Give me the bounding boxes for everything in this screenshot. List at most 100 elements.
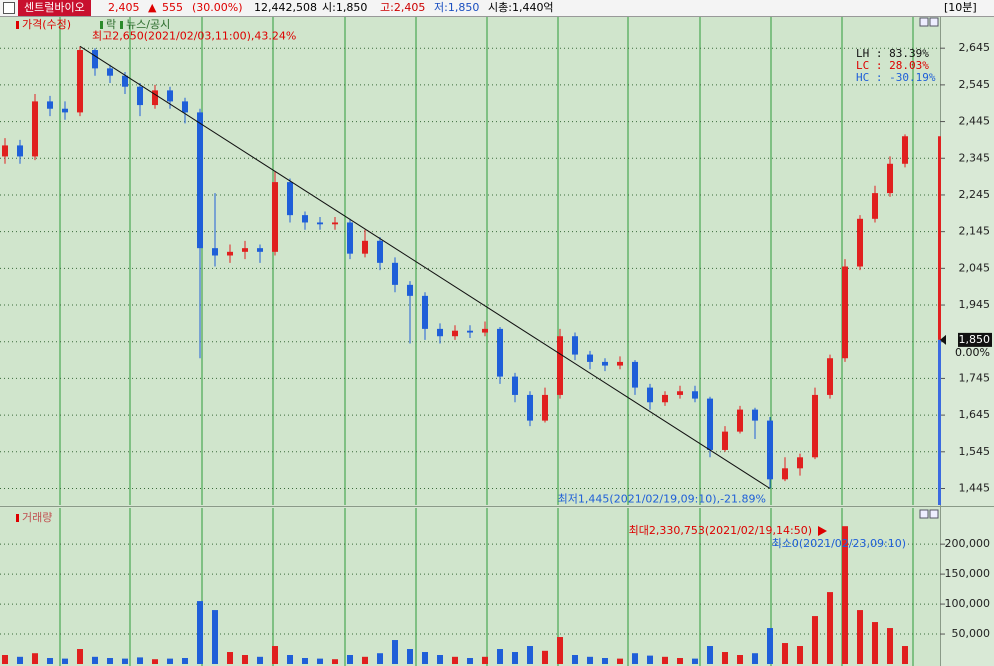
volume-bar xyxy=(872,622,878,664)
panel-button xyxy=(929,509,939,519)
candle-body xyxy=(377,240,383,263)
chart: 1,4451,5451,6451,7451,8451,9452,0452,145… xyxy=(0,17,994,666)
panel-button xyxy=(919,17,929,27)
candle-body xyxy=(722,431,728,450)
candle-body xyxy=(302,215,308,223)
volume-bar xyxy=(242,655,248,664)
volume-bar xyxy=(77,649,83,664)
y-tick-label: 1,445 xyxy=(959,481,991,494)
volume-bar xyxy=(167,658,173,664)
candle-body xyxy=(482,328,488,333)
volume-bar xyxy=(92,656,98,664)
volume-bar xyxy=(32,653,38,664)
candle-body xyxy=(782,468,788,480)
candle-body xyxy=(242,248,248,252)
change: 555 xyxy=(162,1,183,14)
current-pointer xyxy=(940,334,946,345)
volume-bar xyxy=(152,659,158,664)
candle-body xyxy=(122,75,128,87)
open: 시:1,850 xyxy=(322,1,368,14)
candle-body xyxy=(272,182,278,252)
volume-min-label: 최소0(2021/02/23,09:10) xyxy=(772,537,906,550)
volume-bar xyxy=(212,610,218,664)
low-annotation: 최저1,445(2021/02/19,09:10),-21.89% xyxy=(558,492,766,505)
volume-bar xyxy=(512,652,518,664)
marks: 1,4451,5451,6451,7451,8451,9452,0452,145… xyxy=(0,17,992,666)
y-tick-label: 150,000 xyxy=(945,567,991,580)
panel-button xyxy=(919,509,929,519)
volume-bar xyxy=(182,658,188,664)
market-cap: 시총:1,440억 xyxy=(488,1,554,14)
volume-bar xyxy=(377,653,383,664)
y-tick-label: 50,000 xyxy=(952,627,991,640)
volume-max-label: 최대2,330,753(2021/02/19,14:50) xyxy=(629,524,812,537)
candle-body xyxy=(827,358,833,395)
volume-bar xyxy=(662,656,668,664)
y-tick-label: 2,245 xyxy=(959,188,991,201)
volume-bar xyxy=(527,646,533,664)
y-tick-label: 200,000 xyxy=(945,537,991,550)
volume-bar xyxy=(632,653,638,664)
volume-bar xyxy=(317,658,323,664)
volume-bar xyxy=(617,658,623,664)
volume-bar xyxy=(347,655,353,664)
candle-body xyxy=(152,90,158,106)
candle-body xyxy=(2,145,8,157)
volume-bar xyxy=(227,652,233,664)
high: 고:2,405 xyxy=(380,1,426,14)
volume-bar xyxy=(857,610,863,664)
volume-bar xyxy=(542,650,548,664)
max-pointer xyxy=(818,526,827,536)
volume-bar xyxy=(197,601,203,664)
volume-bar xyxy=(722,652,728,664)
header-bar: 센트럴바이오 2,405 ▲ 555 (30.00%) 12,442,508 시… xyxy=(0,0,994,17)
y-tick-label: 1,745 xyxy=(959,371,991,384)
volume-panel xyxy=(0,508,940,666)
candle-body xyxy=(677,391,683,395)
candle-body xyxy=(602,361,608,366)
trend-line xyxy=(79,45,771,489)
candle-body xyxy=(587,354,593,362)
candle-body xyxy=(662,394,668,403)
candle-body xyxy=(227,251,233,256)
candle-body xyxy=(197,112,203,249)
stock-name[interactable]: 센트럴바이오 xyxy=(18,0,91,16)
checkbox[interactable] xyxy=(3,2,15,14)
volume-bar xyxy=(752,653,758,664)
y-tick-label: 2,645 xyxy=(959,41,991,54)
candle-body xyxy=(467,330,473,333)
volume-bar xyxy=(422,652,428,664)
current-pct: 0.00% xyxy=(955,346,990,359)
volume-bar xyxy=(17,656,23,664)
volume-bar xyxy=(467,658,473,664)
candle-body xyxy=(392,262,398,285)
candle-body xyxy=(17,145,23,157)
candle-body xyxy=(767,420,773,480)
candle-body xyxy=(647,387,653,403)
candle-body xyxy=(47,101,53,109)
volume-bar xyxy=(902,646,908,664)
candle-body xyxy=(542,394,548,421)
volume-bar xyxy=(602,658,608,664)
candle-body xyxy=(137,86,143,106)
candle-body xyxy=(707,398,713,450)
volume-bar xyxy=(692,658,698,664)
high-annotation: 최고2,650(2021/02/03,11:00),43.24% xyxy=(92,29,296,42)
volume-bar xyxy=(362,656,368,664)
volume-bar xyxy=(62,658,68,664)
current-price: 1,850 xyxy=(959,333,991,346)
candle-body xyxy=(32,101,38,157)
candle-body xyxy=(497,328,503,377)
candle-body xyxy=(842,266,848,359)
candle-body xyxy=(902,136,908,164)
range-down xyxy=(938,339,941,505)
volume-bar xyxy=(677,658,683,664)
candle-body xyxy=(557,336,563,395)
volume-bar xyxy=(407,649,413,664)
range-up xyxy=(938,136,941,340)
candle-body xyxy=(632,361,638,388)
interval[interactable]: [10분] xyxy=(944,1,977,14)
legend-swatch xyxy=(120,21,123,29)
legend-item: 락 xyxy=(106,18,116,31)
candle-body xyxy=(812,394,818,458)
